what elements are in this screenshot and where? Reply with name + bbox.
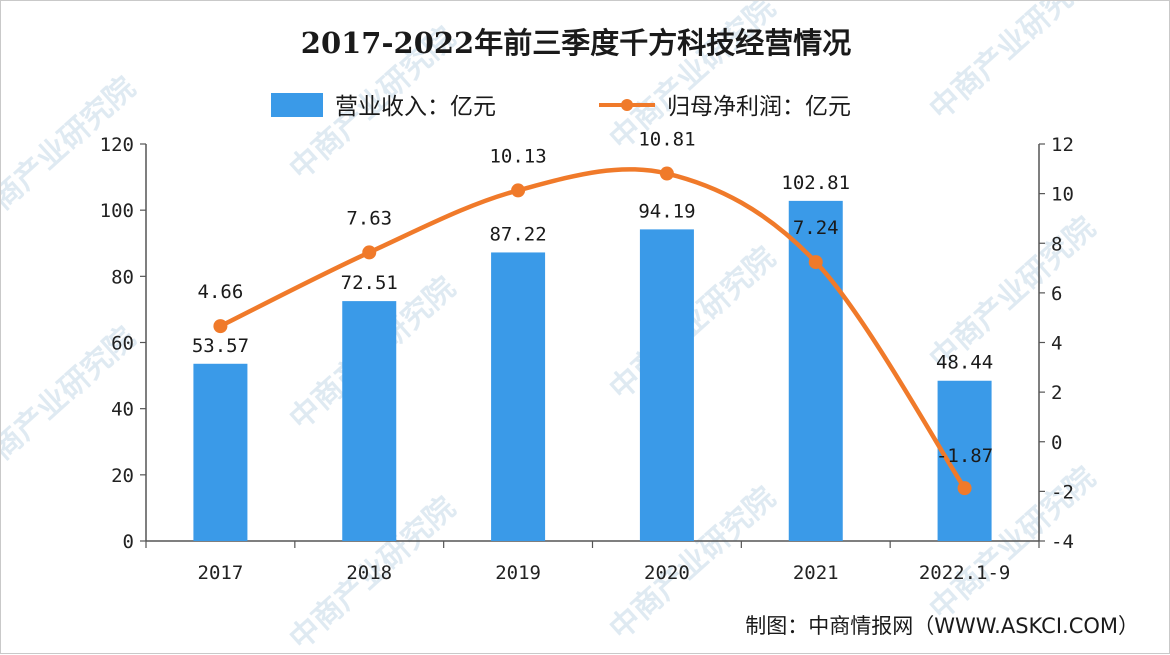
revenue-bars — [193, 200, 992, 542]
profit-data-label: -1.87 — [936, 445, 993, 467]
category-label: 2022.1-9 — [919, 562, 1011, 584]
revenue-bar — [788, 200, 843, 542]
legend-swatch-revenue — [271, 93, 323, 117]
left-axis-ticks: 0 20 40 60 80 100 120 — [100, 134, 146, 553]
category-label: 2020 — [644, 562, 690, 584]
category-label: 2021 — [793, 562, 839, 584]
right-tick-label: 0 — [1051, 432, 1062, 454]
left-tick-label: 40 — [111, 399, 134, 421]
legend-label-revenue: 营业收入：亿元 — [335, 94, 496, 120]
right-tick-label: 4 — [1051, 333, 1062, 355]
profit-point — [511, 183, 526, 198]
right-tick-label: -4 — [1051, 531, 1074, 553]
right-tick-label: 12 — [1051, 134, 1074, 156]
profit-data-label: 10.13 — [489, 145, 546, 167]
legend-marker-profit — [621, 99, 633, 111]
left-tick-label: 120 — [100, 134, 134, 156]
legend: 营业收入：亿元 归母净利润：亿元 — [271, 93, 851, 120]
profit-data-label: 4.66 — [198, 281, 244, 303]
profit-data-label: 7.24 — [793, 217, 839, 239]
revenue-bar — [491, 252, 546, 541]
revenue-bar — [193, 363, 248, 541]
source-note: 制图：中商情报网（WWW.ASKCI.COM） — [745, 614, 1139, 638]
revenue-data-label: 102.81 — [781, 172, 850, 194]
profit-data-labels: 4.66 7.63 10.13 10.81 7.24 -1.87 — [198, 129, 994, 468]
profit-point — [957, 481, 972, 496]
left-tick-label: 20 — [111, 465, 134, 487]
watermark-text: 中商产业研究院 — [923, 1, 1102, 127]
profit-point — [362, 245, 377, 260]
profit-line-layer — [213, 166, 972, 496]
left-tick-label: 60 — [111, 333, 134, 355]
chart-title: 2017-2022年前三季度千方科技经营情况 — [301, 26, 851, 60]
revenue-bar — [639, 229, 694, 542]
profit-data-label: 7.63 — [346, 207, 392, 229]
category-label: 2017 — [198, 562, 244, 584]
legend-label-profit: 归母净利润：亿元 — [667, 94, 851, 120]
right-tick-label: 10 — [1051, 184, 1074, 206]
profit-point — [213, 319, 228, 334]
profit-line — [219, 167, 967, 490]
left-tick-label: 0 — [123, 531, 134, 553]
right-tick-label: -2 — [1051, 481, 1074, 503]
revenue-data-label: 48.44 — [936, 352, 993, 374]
revenue-bar — [342, 301, 397, 541]
revenue-data-label: 94.19 — [638, 200, 695, 222]
watermark-layer: 中商产业研究院 中商产业研究院 中商产业研究院 中商产业研究院中商产业研究院中商产业研… — [1, 1, 1102, 655]
category-label: 2019 — [495, 562, 541, 584]
profit-point — [659, 166, 674, 181]
profit-data-label: 10.81 — [638, 129, 695, 151]
right-tick-label: 8 — [1051, 233, 1062, 255]
revenue-data-labels: 53.57 72.51 87.22 94.19 102.81 48.44 — [192, 172, 993, 374]
right-tick-label: 2 — [1051, 382, 1062, 404]
revenue-data-label: 53.57 — [192, 335, 249, 357]
left-tick-label: 80 — [111, 266, 134, 288]
revenue-data-label: 87.22 — [489, 223, 546, 245]
right-axis-ticks: -4 -2 0 2 4 6 8 10 12 — [1039, 134, 1074, 553]
revenue-data-label: 72.51 — [341, 272, 398, 294]
category-labels: 2017 2018 2019 2020 2021 2022.1-9 — [145, 541, 1040, 584]
profit-point — [808, 255, 823, 270]
right-tick-label: 6 — [1051, 283, 1062, 305]
left-tick-label: 100 — [100, 200, 134, 222]
category-label: 2018 — [346, 562, 392, 584]
